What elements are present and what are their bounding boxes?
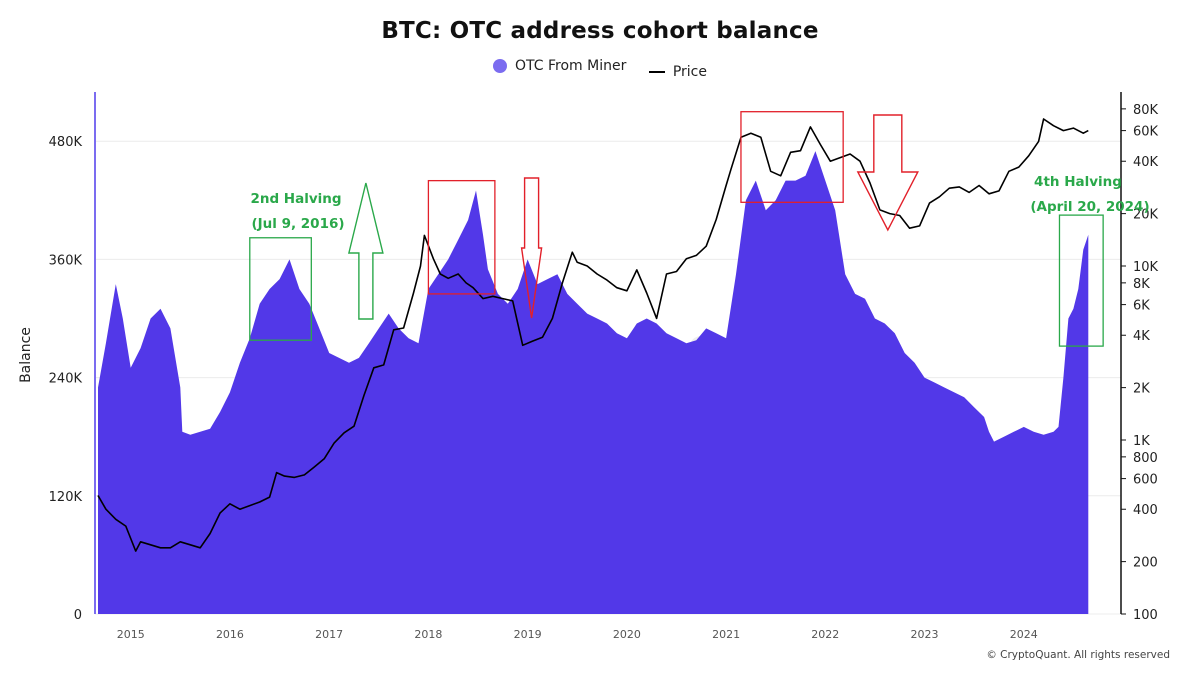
halving-label: 4th Halving [1034, 174, 1122, 190]
chart-legend: OTC From Miner Price [0, 58, 1200, 80]
y-tick-label: 360K [49, 253, 83, 268]
legend-label-otc: OTC From Miner [515, 58, 627, 74]
y2-tick-label: 6K [1133, 299, 1150, 314]
red-highlight-box [427, 179, 496, 295]
y-axis-label: Balance [18, 327, 34, 383]
y2-tick-label: 4K [1133, 329, 1150, 344]
halving-label: (Jul 9, 2016) [251, 216, 344, 232]
annotations: 2nd Halving (Jul 9, 2016) 4th Halving (Apri… [249, 111, 1150, 347]
y-tick-label: 240K [49, 372, 83, 387]
y2-tick-label: 10K [1133, 260, 1159, 275]
y2-tick-label: 600 [1133, 473, 1158, 488]
y-tick-label: 0 [74, 608, 82, 623]
green-up-arrow-icon [347, 182, 384, 320]
y2-tick-label: 80K [1133, 103, 1159, 118]
y2-tick-label: 8K [1133, 277, 1150, 292]
green-highlight-box [249, 237, 312, 341]
balance-area [98, 151, 1089, 614]
x-tick-label: 2020 [613, 628, 641, 641]
axes: 0 120K 240K 360K 480K 100 200 400 600 800 1K 2K 4K 6K… [49, 92, 1159, 641]
x-tick-label: 2018 [414, 628, 442, 641]
y2-tick-label: 200 [1133, 556, 1158, 571]
legend-label-price: Price [672, 64, 707, 80]
halving-label: (April 20, 2024) [1030, 199, 1149, 215]
y2-tick-label: 100 [1133, 608, 1158, 623]
x-tick-label: 2017 [315, 628, 343, 641]
y2-tick-label: 800 [1133, 451, 1158, 466]
y2-tick-label: 60K [1133, 125, 1159, 140]
red-down-arrow-icon [856, 114, 919, 232]
x-tick-label: 2022 [811, 628, 839, 641]
legend-dot-icon [493, 59, 508, 73]
legend-item-otc[interactable]: OTC From Miner [493, 58, 626, 74]
x-tick-label: 2021 [712, 628, 740, 641]
y2-tick-label: 40K [1133, 155, 1159, 170]
x-tick-label: 2016 [216, 628, 244, 641]
chart-title: BTC: OTC address cohort balance [381, 18, 819, 44]
x-tick-label: 2015 [117, 628, 145, 641]
x-tick-label: 2019 [514, 628, 542, 641]
red-down-arrow-icon [520, 177, 543, 319]
x-tick-label: 2024 [1010, 628, 1038, 641]
y2-tick-label: 20K [1133, 208, 1159, 223]
halving-label: 2nd Halving [250, 191, 341, 207]
legend-line-icon [648, 71, 665, 73]
y-tick-label: 120K [49, 490, 83, 505]
price-line-group [97, 118, 1089, 552]
price-line [97, 118, 1089, 552]
y2-tick-label: 1K [1133, 434, 1150, 449]
y2-tick-label: 400 [1133, 503, 1158, 518]
red-highlight-box [740, 111, 844, 203]
balance-area-group [98, 151, 1089, 614]
x-tick-label: 2023 [911, 628, 939, 641]
y-tick-label: 480K [49, 135, 83, 150]
green-highlight-box [1058, 214, 1104, 347]
y2-tick-label: 2K [1133, 382, 1150, 397]
copyright-text: © CryptoQuant. All rights reserved [986, 649, 1170, 661]
legend-item-price[interactable]: Price [648, 64, 707, 80]
